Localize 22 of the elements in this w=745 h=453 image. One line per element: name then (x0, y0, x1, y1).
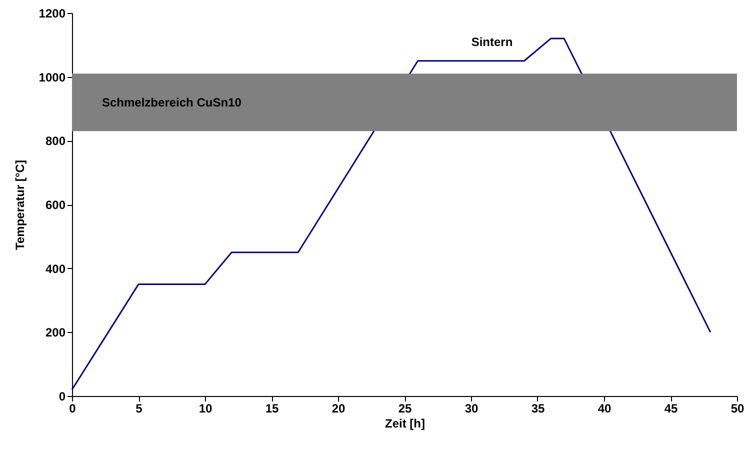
x-tick-label: 30 (464, 402, 478, 416)
x-tick-label: 15 (265, 402, 279, 416)
y-axis-title: Temperatur [°C] (12, 160, 27, 250)
x-tick-label: 45 (664, 402, 678, 416)
y-tick-label: 1000 (38, 70, 66, 84)
x-tick-label: 5 (136, 402, 143, 416)
annotation: Sintern (471, 35, 513, 49)
y-tick-label: 600 (45, 198, 66, 212)
x-axis-title: Zeit [h] (385, 416, 425, 430)
x-tick-label: 0 (69, 402, 76, 416)
x-tick-label: 35 (531, 402, 545, 416)
x-tick-label: 40 (598, 402, 612, 416)
x-tick-label: 10 (198, 402, 212, 416)
y-tick-label: 800 (45, 134, 66, 148)
y-tick-label: 200 (45, 326, 66, 340)
y-tick-label: 400 (45, 262, 66, 276)
x-tick-label: 25 (398, 402, 412, 416)
y-tick-label: 1200 (38, 6, 66, 20)
y-tick-label: 0 (58, 390, 66, 404)
x-tick-label: 20 (332, 402, 346, 416)
x-tick-label: 50 (730, 402, 744, 416)
band-label: Schmelzbereich CuSn10 (102, 95, 242, 110)
